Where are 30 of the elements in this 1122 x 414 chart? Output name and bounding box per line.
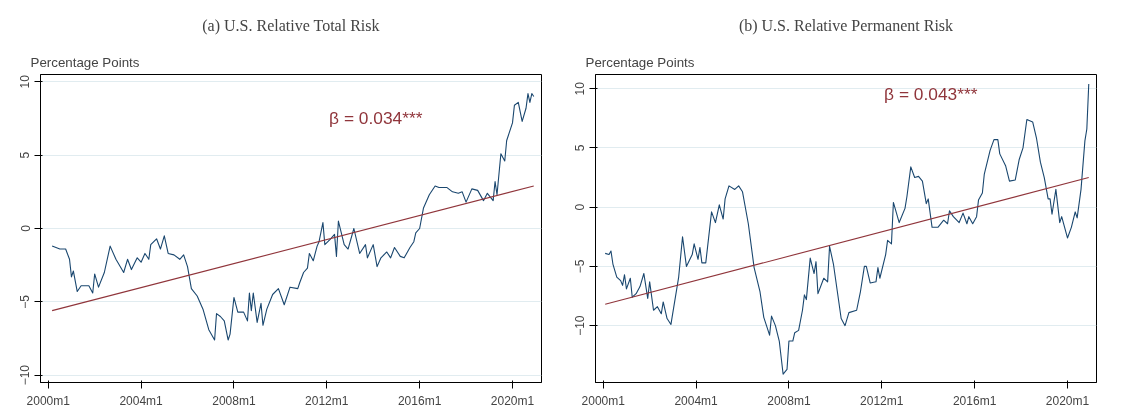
x-tick-label: 2008m1 bbox=[212, 393, 256, 408]
y-tick-label: 5 bbox=[573, 144, 588, 152]
annotation: β = 0.034*** bbox=[329, 108, 423, 129]
y-tick-label: −10 bbox=[18, 364, 33, 386]
x-tick-label: 2012m1 bbox=[305, 393, 349, 408]
x-tick-label: 2008m1 bbox=[767, 393, 811, 408]
annotation: β = 0.043*** bbox=[884, 83, 978, 104]
y-tick-label: 10 bbox=[18, 74, 33, 89]
chart-title: (a) U.S. Relative Total Risk bbox=[202, 16, 380, 35]
y-tick-label: 0 bbox=[573, 203, 588, 211]
x-tick-label: 2020m1 bbox=[490, 393, 535, 408]
y-tick-label: 0 bbox=[18, 224, 33, 232]
x-tick-label: 2016m1 bbox=[952, 393, 997, 408]
y-axis-title: Percentage Points bbox=[30, 54, 140, 70]
y-tick-label: −5 bbox=[573, 259, 588, 274]
x-tick-label: 2020m1 bbox=[1045, 393, 1090, 408]
x-tick-label: 2016m1 bbox=[397, 393, 442, 408]
y-tick-label: −10 bbox=[573, 315, 588, 336]
y-axis-title: Percentage Points bbox=[585, 54, 695, 70]
x-tick-label: 2000m1 bbox=[581, 393, 626, 408]
chart-title: (b) U.S. Relative Permanent Risk bbox=[738, 16, 954, 35]
line-series bbox=[604, 83, 1090, 375]
x-tick-label: 2004m1 bbox=[674, 393, 719, 408]
x-tick-label: 2012m1 bbox=[860, 393, 904, 408]
line-series bbox=[51, 93, 535, 341]
y-tick-label: 10 bbox=[573, 81, 588, 96]
x-tick-label: 2000m1 bbox=[26, 393, 71, 408]
x-tick-label: 2004m1 bbox=[119, 393, 164, 408]
y-tick-label: 5 bbox=[18, 151, 33, 159]
y-tick-label: −5 bbox=[18, 294, 33, 309]
